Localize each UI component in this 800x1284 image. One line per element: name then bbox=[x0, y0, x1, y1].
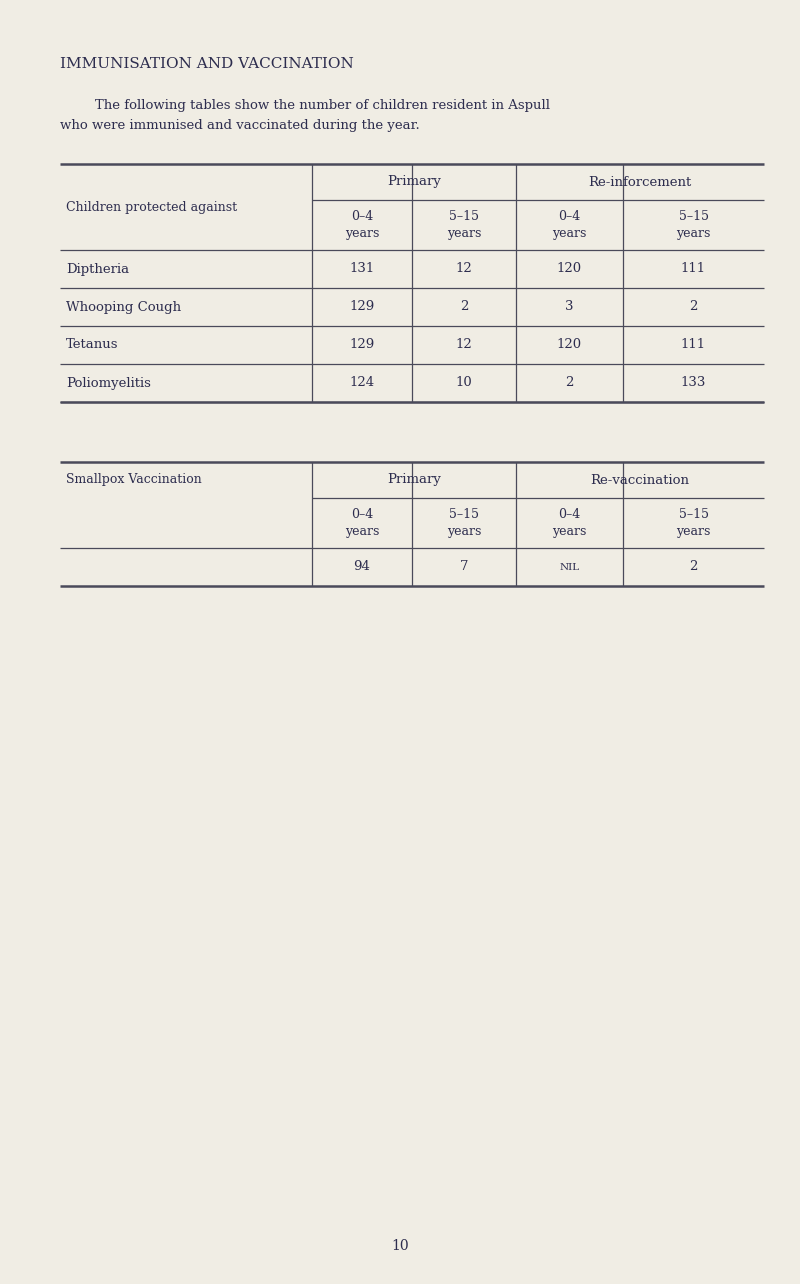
Text: 2: 2 bbox=[690, 561, 698, 574]
Text: 10: 10 bbox=[391, 1239, 409, 1253]
Text: IMMUNISATION AND VACCINATION: IMMUNISATION AND VACCINATION bbox=[60, 56, 354, 71]
Text: 111: 111 bbox=[681, 339, 706, 352]
Text: 7: 7 bbox=[460, 561, 468, 574]
Text: 5–15
years: 5–15 years bbox=[447, 209, 481, 240]
Text: Poliomyelitis: Poliomyelitis bbox=[66, 376, 151, 389]
Text: 12: 12 bbox=[456, 262, 472, 276]
Text: 0–4
years: 0–4 years bbox=[552, 209, 586, 240]
Text: 3: 3 bbox=[566, 300, 574, 313]
Text: 129: 129 bbox=[350, 339, 374, 352]
Text: 120: 120 bbox=[557, 339, 582, 352]
Text: Children protected against: Children protected against bbox=[66, 200, 237, 213]
Text: Smallpox Vaccination: Smallpox Vaccination bbox=[66, 474, 202, 487]
Text: 133: 133 bbox=[681, 376, 706, 389]
Text: 5–15
years: 5–15 years bbox=[447, 507, 481, 538]
Text: The following tables show the number of children resident in Aspull: The following tables show the number of … bbox=[95, 99, 550, 113]
Text: 111: 111 bbox=[681, 262, 706, 276]
Text: 0–4
years: 0–4 years bbox=[552, 507, 586, 538]
Text: 120: 120 bbox=[557, 262, 582, 276]
Text: 0–4
years: 0–4 years bbox=[345, 209, 379, 240]
Text: Diptheria: Diptheria bbox=[66, 262, 129, 276]
Text: Re-vaccination: Re-vaccination bbox=[590, 474, 690, 487]
Text: Primary: Primary bbox=[387, 474, 441, 487]
Text: Tetanus: Tetanus bbox=[66, 339, 118, 352]
Text: Re-inforcement: Re-inforcement bbox=[588, 176, 692, 189]
Text: 10: 10 bbox=[456, 376, 472, 389]
Text: 129: 129 bbox=[350, 300, 374, 313]
Text: 5–15
years: 5–15 years bbox=[676, 209, 710, 240]
Text: 5–15
years: 5–15 years bbox=[676, 507, 710, 538]
Text: 2: 2 bbox=[566, 376, 574, 389]
Text: 2: 2 bbox=[460, 300, 468, 313]
Text: who were immunised and vaccinated during the year.: who were immunised and vaccinated during… bbox=[60, 119, 420, 132]
Text: 0–4
years: 0–4 years bbox=[345, 507, 379, 538]
Text: 2: 2 bbox=[690, 300, 698, 313]
Text: NIL: NIL bbox=[559, 562, 579, 571]
Text: 94: 94 bbox=[354, 561, 370, 574]
Text: 124: 124 bbox=[350, 376, 374, 389]
Text: 12: 12 bbox=[456, 339, 472, 352]
Text: Whooping Cough: Whooping Cough bbox=[66, 300, 181, 313]
Text: Primary: Primary bbox=[387, 176, 441, 189]
Text: 131: 131 bbox=[350, 262, 374, 276]
